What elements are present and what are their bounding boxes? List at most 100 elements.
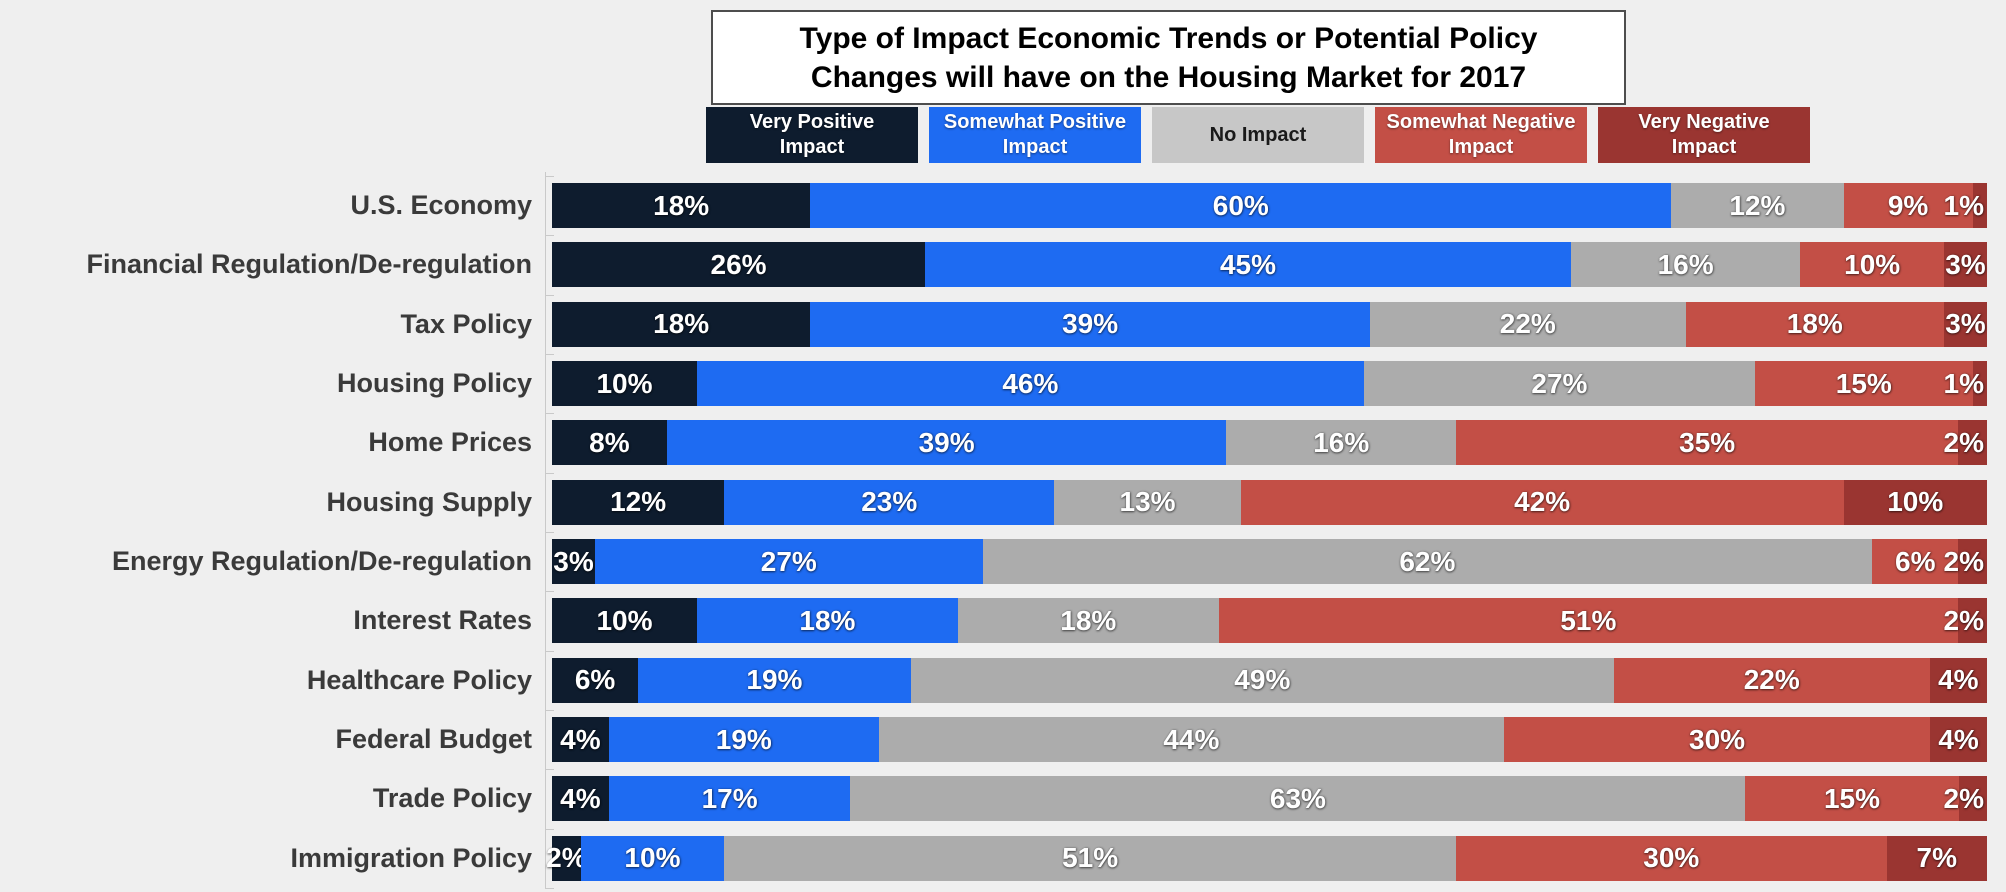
bar-segment-value: 15%	[1835, 367, 1892, 399]
chart-row-housing-supply: Housing Supply 12% 23% 13% 42% 10%	[0, 473, 1987, 532]
bar-segment-no-impact: 22%	[1369, 301, 1686, 347]
bar-segment-value: 4%	[1938, 723, 1979, 755]
bar-segment-value: 12%	[1729, 189, 1786, 221]
bar-segment-value: 17%	[701, 782, 758, 814]
bar-segment-very-negative-impact: 2%	[1944, 598, 1987, 644]
bar-segment-somewhat-negative-impact: 15%	[1745, 776, 1959, 822]
bar-segment-somewhat-negative-impact: 15%	[1755, 361, 1973, 407]
bar-segment-very-positive-impact: 2%	[546, 835, 587, 881]
bar-segment-value: 3%	[553, 545, 594, 577]
bar-segment-value: 30%	[1643, 842, 1700, 874]
bar-segment-very-positive-impact: 12%	[552, 479, 725, 525]
bar-segment-no-impact: 44%	[878, 717, 1504, 763]
bar-segment-value: 19%	[715, 723, 772, 755]
bar-segment-very-negative-impact: 10%	[1843, 479, 1987, 525]
stacked-bar: 3% 27% 62% 6% 2%	[552, 539, 1987, 585]
bar-segment-value: 2%	[1943, 426, 1984, 458]
category-label: Housing Policy	[336, 368, 532, 399]
chart-rows: U.S. Economy 18% 60% 12% 9% 1% Financial Regul…	[0, 176, 1988, 888]
axis-tick	[545, 888, 554, 889]
bar-segment-value: 12%	[610, 486, 667, 518]
bar-segment-very-positive-impact: 4%	[552, 717, 609, 763]
legend-item-somewhat-positive-impact: Somewhat Positive Impact	[929, 107, 1141, 163]
category-label: Energy Regulation/De-regulation	[111, 546, 532, 577]
bar-segment-value: 42%	[1514, 486, 1571, 518]
bar-segment-value: 39%	[1062, 308, 1119, 340]
bar-segment-value: 26%	[710, 248, 767, 280]
stacked-bar: 10% 18% 18% 51% 2%	[552, 598, 1987, 644]
legend-item-very-positive-impact: Very Positive Impact	[706, 107, 918, 163]
bar-segment-value: 27%	[760, 545, 817, 577]
bar-segment-value: 2%	[546, 842, 587, 874]
bar-segment-somewhat-positive-impact: 60%	[810, 183, 1672, 229]
chart-title: Type of Impact Economic Trends or Potent…	[711, 10, 1626, 105]
stacked-bar: 6% 19% 49% 22% 4%	[552, 657, 1988, 703]
bar-segment-value: 46%	[1002, 367, 1059, 399]
bar-segment-somewhat-negative-impact: 10%	[1800, 242, 1944, 288]
bar-segment-somewhat-positive-impact: 46%	[696, 361, 1364, 407]
legend-item-label: Very Negative Impact	[1638, 111, 1770, 158]
bar-segment-somewhat-positive-impact: 19%	[608, 717, 879, 763]
bar-segment-no-impact: 16%	[1570, 242, 1801, 288]
legend-item-no-impact: No Impact	[1152, 107, 1364, 163]
bar-segment-very-negative-impact: 3%	[1943, 242, 1987, 288]
bar-segment-value: 10%	[596, 604, 653, 636]
bar-segment-value: 2%	[1943, 782, 1984, 814]
bar-segment-very-positive-impact: 26%	[552, 242, 926, 288]
bar-segment-no-impact: 51%	[724, 835, 1457, 881]
bar-segment-value: 63%	[1269, 782, 1326, 814]
bar-segment-value: 44%	[1163, 723, 1220, 755]
bar-segment-value: 13%	[1119, 486, 1176, 518]
axis-tick	[545, 472, 554, 474]
category-label: Home Prices	[368, 427, 532, 458]
category-label: Interest Rates	[353, 605, 532, 636]
bar-segment-very-positive-impact: 3%	[552, 539, 596, 585]
stacked-bar: 2% 10% 51% 30% 7%	[546, 835, 1987, 881]
stacked-bar: 10% 46% 27% 15% 1%	[552, 361, 1987, 407]
stacked-bar: 4% 17% 63% 15% 2%	[552, 776, 1987, 822]
bar-segment-value: 18%	[653, 308, 710, 340]
bar-segment-somewhat-positive-impact: 10%	[580, 835, 725, 881]
chart-row-tax-policy: Tax Policy 18% 39% 22% 18% 3%	[0, 295, 1987, 354]
bar-segment-very-positive-impact: 10%	[552, 361, 697, 407]
bar-segment-value: 18%	[799, 604, 856, 636]
axis-tick	[545, 591, 554, 593]
axis-tick	[545, 413, 554, 415]
category-label: Financial Regulation/De-regulation	[86, 249, 532, 280]
bar-segment-no-impact: 18%	[957, 598, 1219, 644]
bar-segment-value: 23%	[861, 486, 918, 518]
bar-segment-value: 8%	[589, 426, 630, 458]
bar-segment-somewhat-positive-impact: 39%	[810, 301, 1370, 347]
bar-segment-somewhat-positive-impact: 17%	[608, 776, 851, 822]
bar-segment-very-positive-impact: 18%	[552, 183, 811, 229]
bar-segment-very-negative-impact: 1%	[1944, 183, 1987, 229]
bar-segment-value: 16%	[1657, 248, 1714, 280]
bar-segment-value: 51%	[1560, 604, 1617, 636]
bar-segment-value: 19%	[746, 664, 803, 696]
chart-title-line2: Changes will have on the Housing Market …	[810, 61, 1527, 94]
bar-segment-no-impact: 16%	[1226, 420, 1457, 466]
bar-segment-no-impact: 12%	[1671, 183, 1844, 229]
bar-segment-value: 18%	[1060, 604, 1117, 636]
y-axis-line	[545, 172, 546, 888]
bar-segment-value: 60%	[1212, 189, 1269, 221]
axis-tick	[545, 235, 554, 237]
bar-segment-value: 2%	[1943, 604, 1984, 636]
bar-segment-very-positive-impact: 18%	[552, 301, 811, 347]
bar-segment-somewhat-negative-impact: 6%	[1872, 539, 1959, 585]
category-label: Tax Policy	[400, 308, 532, 339]
axis-tick	[545, 769, 554, 771]
bar-segment-value: 1%	[1943, 367, 1984, 399]
bar-segment-value: 1%	[1943, 189, 1984, 221]
stacked-bar: 12% 23% 13% 42% 10%	[552, 479, 1987, 525]
bar-segment-value: 51%	[1062, 842, 1119, 874]
legend-item-label: Very Positive Impact	[749, 111, 875, 158]
bar-segment-very-negative-impact: 1%	[1944, 361, 1987, 407]
bar-segment-value: 22%	[1743, 664, 1800, 696]
bar-segment-very-negative-impact: 4%	[1930, 717, 1987, 763]
bar-segment-somewhat-negative-impact: 30%	[1503, 717, 1931, 763]
bar-segment-value: 18%	[1786, 308, 1843, 340]
legend-item-very-negative-impact: Very Negative Impact	[1598, 107, 1810, 163]
bar-segment-value: 62%	[1399, 545, 1456, 577]
